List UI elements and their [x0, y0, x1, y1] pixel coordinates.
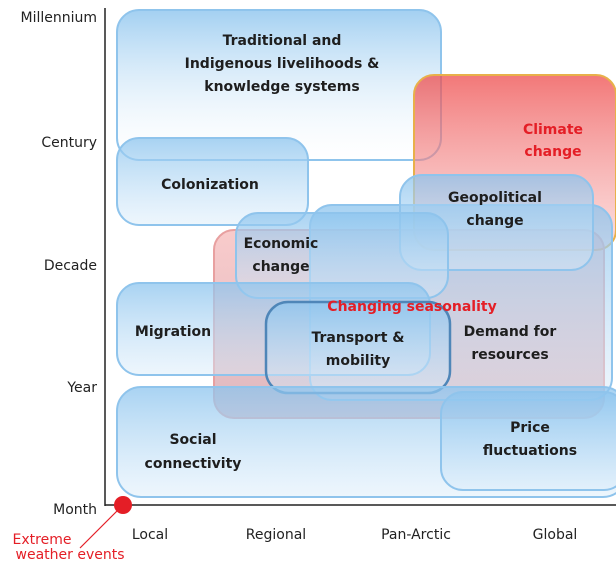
region-label: change: [466, 213, 523, 229]
region-label: Transport &: [312, 330, 405, 346]
y-label: Year: [66, 380, 97, 396]
region-label: change: [524, 144, 581, 160]
region-label: Indigenous livelihoods &: [185, 56, 380, 72]
y-label: Decade: [44, 258, 97, 274]
y-labels: Millennium Century Decade Year Month: [20, 10, 97, 518]
pointer: [79, 508, 120, 549]
region-label: Social: [169, 432, 216, 448]
region-label: Changing seasonality: [327, 299, 496, 315]
region-labels: Traditional and Indigenous livelihoods &…: [135, 33, 583, 472]
point-label: Extreme: [13, 532, 72, 548]
region-label: Geopolitical: [448, 190, 542, 206]
x-label: Local: [132, 527, 168, 543]
box: [440, 391, 616, 491]
region-label: mobility: [326, 353, 390, 369]
region-label: Climate: [523, 122, 583, 138]
x-label: Global: [533, 527, 578, 543]
y-label: Month: [53, 502, 97, 518]
box: [116, 137, 309, 226]
x-label: Regional: [246, 527, 306, 543]
region-label: Migration: [135, 324, 211, 340]
region-label: change: [252, 259, 309, 275]
region-label: Price: [510, 420, 550, 436]
region-label: Colonization: [161, 177, 259, 193]
y-label: Millennium: [20, 10, 97, 26]
region-label: Traditional and: [223, 33, 342, 49]
point-label: weather events: [16, 547, 125, 562]
y-label: Century: [41, 135, 97, 151]
region-label: connectivity: [145, 456, 242, 472]
region-label: fluctuations: [483, 443, 577, 459]
region-label: knowledge systems: [204, 79, 359, 95]
point: [114, 496, 132, 514]
boxes: [116, 9, 616, 498]
region-label: Economic: [244, 236, 319, 252]
region-label: Demand for: [464, 324, 557, 340]
region-label: resources: [471, 347, 548, 363]
x-labels: Local Regional Pan-Arctic Global: [132, 527, 577, 543]
box: [264, 300, 452, 395]
x-label: Pan-Arctic: [381, 527, 451, 543]
